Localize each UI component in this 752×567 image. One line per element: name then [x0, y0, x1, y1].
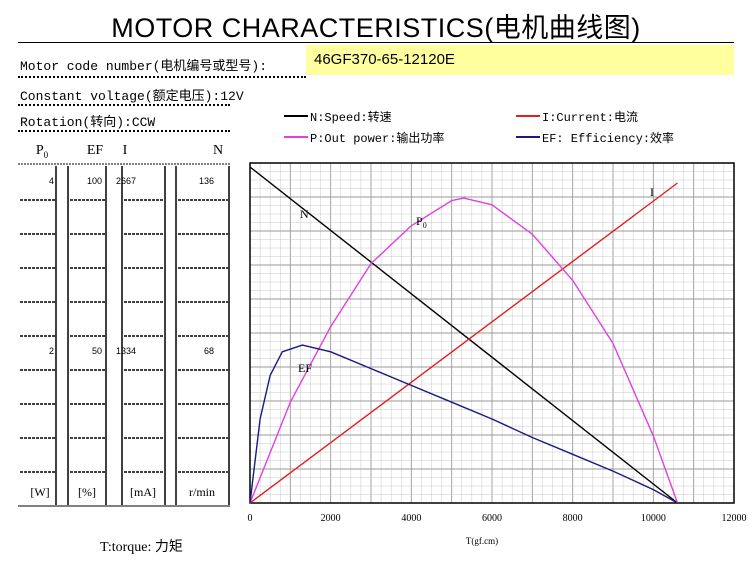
speed-top-value: 136 [198, 176, 214, 186]
column-header-speed: N [212, 143, 224, 158]
legend-power-swatch [284, 136, 308, 138]
current-top-value: 2667 [116, 176, 137, 186]
divider [18, 76, 306, 78]
efficiency-mid-value: 50 [91, 346, 102, 356]
curve-labels: N I P0 EF [298, 185, 654, 375]
legend-current-swatch [516, 115, 540, 117]
rotation: Rotation(转向):CCW [20, 115, 156, 130]
x-axis-label: T(gf.cm) [466, 536, 498, 546]
efficiency-curve [249, 344, 678, 504]
speed-unit: r/min [189, 485, 215, 499]
x-tick-label: 12000 [722, 513, 747, 524]
x-axis-ticks: 0 2000 4000 6000 8000 10000 12000 [248, 513, 747, 524]
chart-frame [249, 162, 735, 504]
legend-power-label: P:Out power:输出功率 [310, 132, 445, 146]
divider [18, 104, 230, 106]
legend-speed-label: N:Speed:转速 [310, 111, 392, 125]
curve-label-ef: EF [298, 361, 312, 375]
power-top-value: 4 [48, 176, 54, 186]
x-tick-label: 8000 [563, 513, 583, 524]
x-tick-label: 4000 [401, 513, 421, 524]
constant-voltage: Constant voltage(额定电压):12V [20, 89, 244, 104]
motor-code-highlight [306, 45, 734, 75]
divider-top [18, 42, 734, 43]
power-unit: [W] [30, 485, 50, 499]
chart-grid [250, 163, 734, 503]
chart-series [249, 166, 679, 504]
x-tick-label: 10000 [641, 513, 666, 524]
column-header-efficiency: EF [86, 143, 104, 158]
x-tick-label: 2000 [321, 513, 341, 524]
motor-code-label: Motor code number(电机编号或型号): [20, 59, 268, 74]
power-mid-value: 2 [48, 346, 54, 356]
current-curve [249, 182, 678, 504]
efficiency-unit: [%] [78, 485, 96, 499]
x-tick-label: 0 [248, 513, 253, 524]
divider [18, 130, 230, 132]
speed-mid-value: 68 [203, 346, 214, 356]
legend-speed-swatch [284, 115, 308, 117]
motor-code-value: 46GF370-65-12120E [314, 51, 455, 68]
legend-efficiency-label: EF: Efficiency:效率 [542, 132, 675, 146]
speed-curve [249, 166, 678, 504]
x-tick-label: 6000 [482, 513, 502, 524]
power-curve [249, 197, 679, 504]
legend-efficiency-swatch [516, 136, 540, 138]
column-header-current: I [122, 143, 128, 158]
curve-label-i: I [650, 185, 654, 199]
scale-table [18, 163, 230, 507]
efficiency-top-value: 100 [86, 176, 102, 186]
current-mid-value: 1334 [116, 346, 137, 356]
page-title: MOTOR CHARACTERISTICS(电机曲线图) [111, 13, 641, 43]
curve-label-p0: P0 [416, 214, 427, 230]
column-header-power: P0 [35, 143, 49, 160]
current-unit: [mA] [130, 485, 156, 499]
legend-current-label: I:Current:电流 [542, 111, 639, 125]
torque-label: T:torque: 力矩 [100, 540, 183, 555]
curve-label-n: N [300, 207, 309, 221]
